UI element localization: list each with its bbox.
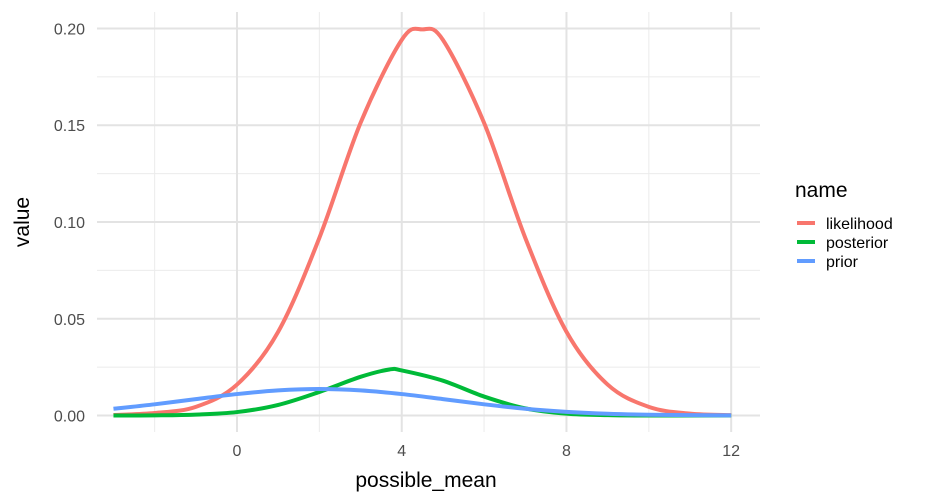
- y-tick-label: 0.15: [54, 118, 85, 135]
- legend-entries: likelihood posterior prior: [797, 216, 893, 271]
- legend-label-prior: prior: [826, 254, 859, 271]
- x-axis-ticks: 0 4 8 12: [233, 443, 741, 460]
- y-axis-ticks: 0.00 0.05 0.10 0.15 0.20: [54, 21, 85, 425]
- legend: name likelihood posterior prior: [795, 179, 893, 271]
- y-tick-label: 0.00: [54, 409, 85, 426]
- y-tick-label: 0.20: [54, 21, 85, 38]
- series-line-prior: [113, 387, 732, 418]
- major-grid: [97, 12, 760, 432]
- minor-grid: [97, 12, 760, 432]
- x-tick-label: 4: [397, 443, 406, 460]
- series-line-posterior: [113, 366, 732, 418]
- y-tick-label: 0.10: [54, 215, 85, 232]
- series-line-likelihood: [113, 26, 732, 418]
- legend-label-posterior: posterior: [826, 235, 889, 252]
- x-tick-label: 0: [233, 443, 242, 460]
- x-tick-label: 8: [562, 443, 571, 460]
- legend-title: name: [795, 179, 848, 202]
- y-axis-title: value: [11, 197, 34, 247]
- y-tick-label: 0.05: [54, 312, 85, 329]
- x-axis-title: possible_mean: [355, 469, 496, 492]
- x-tick-label: 12: [722, 443, 740, 460]
- series-lines: [113, 26, 732, 418]
- legend-label-likelihood: likelihood: [826, 216, 893, 233]
